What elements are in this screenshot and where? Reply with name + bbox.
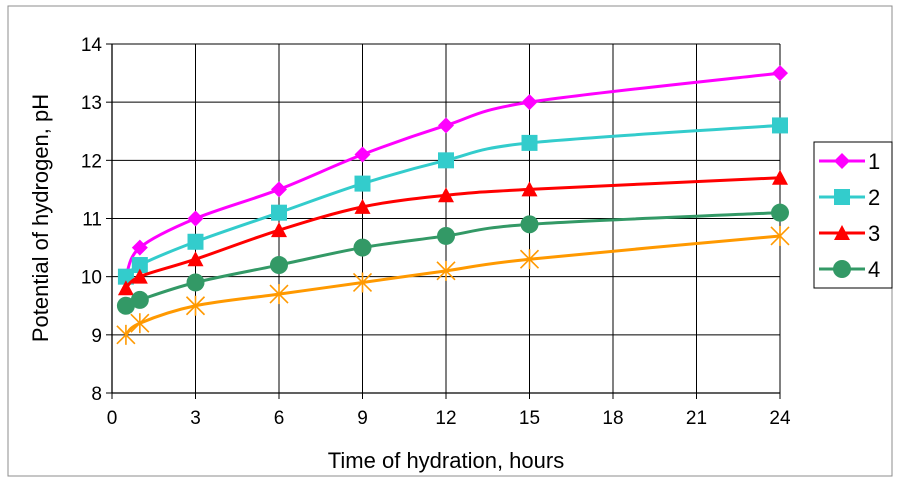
data-point: [353, 238, 372, 257]
data-point: [770, 225, 790, 246]
x-axis-label: Time of hydration, hours: [328, 448, 564, 473]
data-point: [521, 94, 538, 111]
data-point: [436, 260, 456, 281]
data-point: [271, 181, 287, 198]
data-point: [438, 187, 454, 203]
data-point: [521, 134, 538, 151]
x-tick-label: 3: [190, 408, 201, 429]
x-tick-labels: 0 3 6 9 12 15 18 21 24: [107, 408, 791, 429]
data-point: [270, 256, 288, 275]
y-tick-labels: 8 9 10 11 12 13 14: [81, 35, 103, 405]
data-point: [519, 249, 540, 270]
data-point: [352, 272, 373, 293]
y-tick-label: 13: [81, 93, 102, 114]
series-1-group: [117, 65, 788, 285]
legend-marker: [834, 225, 850, 240]
x-tick-label: 0: [107, 408, 118, 429]
data-point: [520, 215, 539, 234]
data-point: [187, 210, 204, 227]
legend-label: 4: [868, 257, 880, 282]
legend-box: [813, 141, 893, 289]
series-group: [116, 65, 790, 345]
data-point: [521, 181, 538, 197]
data-point: [117, 268, 134, 285]
data-point: [131, 257, 148, 274]
data-point: [437, 226, 455, 245]
data-point: [187, 233, 204, 250]
legend-label: 3: [868, 221, 880, 246]
data-point: [438, 152, 454, 169]
data-point: [772, 169, 788, 185]
x-tick-label: 21: [686, 408, 707, 429]
y-tick-label: 14: [81, 35, 103, 56]
data-point: [186, 273, 205, 292]
legend-label: 1: [868, 149, 880, 174]
legend: 1 2 3 4: [813, 141, 893, 289]
data-point: [354, 146, 371, 163]
x-tick-label: 12: [435, 408, 456, 429]
legend-marker: [833, 260, 851, 278]
x-tick-label: 15: [519, 408, 540, 429]
data-point: [271, 222, 287, 238]
y-tick-label: 10: [81, 268, 102, 289]
data-point: [771, 203, 789, 222]
data-point: [117, 280, 134, 296]
y-tick-label: 11: [82, 210, 102, 231]
data-point: [116, 296, 135, 315]
x-tick-label: 18: [602, 408, 623, 429]
data-point: [187, 251, 204, 267]
data-point: [185, 295, 206, 316]
data-point: [116, 324, 136, 345]
y-axis-label: Potential of hydrogen, pH: [28, 94, 53, 342]
x-tick-label: 24: [769, 408, 791, 429]
axes: [106, 43, 781, 399]
data-point: [354, 175, 371, 192]
data-point: [131, 268, 148, 284]
data-point: [130, 290, 149, 309]
data-point: [354, 198, 371, 214]
y-tick-label: 9: [91, 326, 102, 347]
data-point: [269, 284, 289, 305]
x-tick-label: 9: [357, 408, 368, 429]
y-tick-label: 8: [91, 384, 102, 405]
series-3-group: [117, 169, 788, 296]
data-point: [271, 204, 287, 221]
series-4-group: [116, 203, 789, 315]
data-point: [438, 117, 454, 134]
x-tick-label: 6: [274, 408, 285, 429]
data-point: [772, 117, 788, 134]
legend-marker: [834, 153, 850, 169]
y-tick-label: 12: [81, 151, 102, 172]
data-point: [772, 65, 788, 82]
series-2-group: [117, 117, 788, 285]
legend-label: 2: [868, 185, 880, 210]
series-unlabeled-group: [116, 225, 790, 345]
data-point: [131, 239, 148, 256]
legend-marker: [834, 189, 850, 205]
data-point: [130, 313, 150, 334]
